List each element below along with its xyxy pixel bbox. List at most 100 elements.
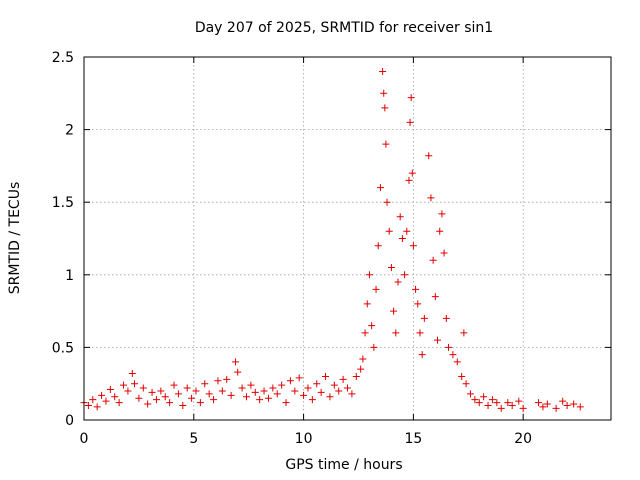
y-tick-label: 1 xyxy=(65,268,74,284)
data-point xyxy=(453,358,461,366)
data-point xyxy=(431,293,439,301)
data-point xyxy=(308,396,316,404)
data-point xyxy=(458,372,466,380)
data-point xyxy=(161,393,169,401)
data-point xyxy=(570,400,578,408)
data-point xyxy=(278,381,286,389)
data-point xyxy=(382,140,390,148)
data-point xyxy=(192,387,200,395)
data-point xyxy=(256,396,264,404)
y-tick-label: 0 xyxy=(65,413,74,429)
chart-title: Day 207 of 2025, SRMTID for receiver sin… xyxy=(195,20,493,36)
tick-layer xyxy=(83,56,611,421)
data-point xyxy=(519,404,527,412)
data-point xyxy=(242,393,250,401)
data-point xyxy=(418,351,426,359)
y-tick-label: 2.5 xyxy=(52,50,74,66)
y-tick-label: 0.5 xyxy=(52,340,74,356)
data-point xyxy=(383,198,391,206)
data-point xyxy=(205,390,213,398)
data-point xyxy=(576,403,584,411)
data-point xyxy=(330,381,338,389)
data-point xyxy=(471,396,479,404)
data-point xyxy=(357,365,365,373)
data-point xyxy=(188,394,196,402)
data-point xyxy=(196,399,204,407)
data-point xyxy=(286,377,294,385)
data-point xyxy=(352,372,360,380)
data-point xyxy=(89,396,97,404)
data-point xyxy=(374,242,382,250)
data-point xyxy=(144,400,152,408)
data-point xyxy=(269,384,277,392)
data-point xyxy=(392,329,400,337)
data-point xyxy=(543,400,551,408)
data-point xyxy=(361,329,369,337)
data-point xyxy=(508,401,516,409)
data-point xyxy=(398,235,406,242)
data-point xyxy=(405,176,413,184)
data-point xyxy=(370,343,378,351)
data-point xyxy=(390,307,398,315)
data-point xyxy=(135,394,143,402)
data-point xyxy=(210,396,218,404)
data-point xyxy=(372,285,380,293)
data-point xyxy=(227,391,235,399)
data-point xyxy=(183,384,191,392)
data-point xyxy=(425,152,433,160)
data-point xyxy=(264,394,272,402)
data-point xyxy=(120,381,128,389)
data-point xyxy=(460,329,468,337)
data-point xyxy=(445,343,453,351)
data-point xyxy=(466,390,474,398)
data-point xyxy=(335,387,343,395)
data-point xyxy=(365,271,373,279)
y-tick-label: 1.5 xyxy=(52,195,74,211)
data-point xyxy=(317,388,325,396)
data-point xyxy=(552,404,560,412)
x-tick-label: 10 xyxy=(295,431,313,447)
data-point xyxy=(535,399,543,407)
data-point xyxy=(326,393,334,401)
y-axis-label: SRMTID / TECUs xyxy=(7,182,23,295)
data-point xyxy=(484,401,492,409)
data-point xyxy=(166,399,174,407)
data-point xyxy=(387,264,395,272)
data-point xyxy=(234,368,242,376)
data-point xyxy=(401,271,409,279)
data-point xyxy=(515,397,523,405)
data-point xyxy=(251,388,259,396)
data-point xyxy=(152,396,160,404)
data-point xyxy=(339,375,347,383)
x-tick-label: 20 xyxy=(514,431,532,447)
data-point xyxy=(247,381,255,389)
data-point xyxy=(260,387,268,395)
data-point xyxy=(394,278,402,286)
data-point xyxy=(434,336,442,344)
data-point xyxy=(344,384,351,392)
data-point xyxy=(139,384,147,392)
tick-label-layer: 0 5 10 15 20 0 0.5 1 1.5 2 2.5 xyxy=(52,50,532,447)
data-point xyxy=(157,387,165,395)
data-point xyxy=(438,210,446,218)
data-point xyxy=(488,396,496,404)
data-point xyxy=(429,256,437,264)
x-tick-label: 5 xyxy=(189,431,198,447)
data-point xyxy=(115,399,123,407)
data-point xyxy=(493,399,501,407)
data-point xyxy=(291,387,299,395)
data-point xyxy=(359,355,367,363)
data-point xyxy=(201,380,209,388)
data-point xyxy=(406,118,414,126)
data-point xyxy=(179,401,187,409)
data-point xyxy=(440,249,448,257)
data-point xyxy=(475,399,483,407)
data-point xyxy=(412,285,420,293)
data-point xyxy=(218,387,226,395)
data-point xyxy=(480,393,488,401)
data-point xyxy=(408,169,416,177)
grid-layer xyxy=(84,57,611,420)
data-point xyxy=(313,380,321,388)
data-point xyxy=(368,322,376,330)
